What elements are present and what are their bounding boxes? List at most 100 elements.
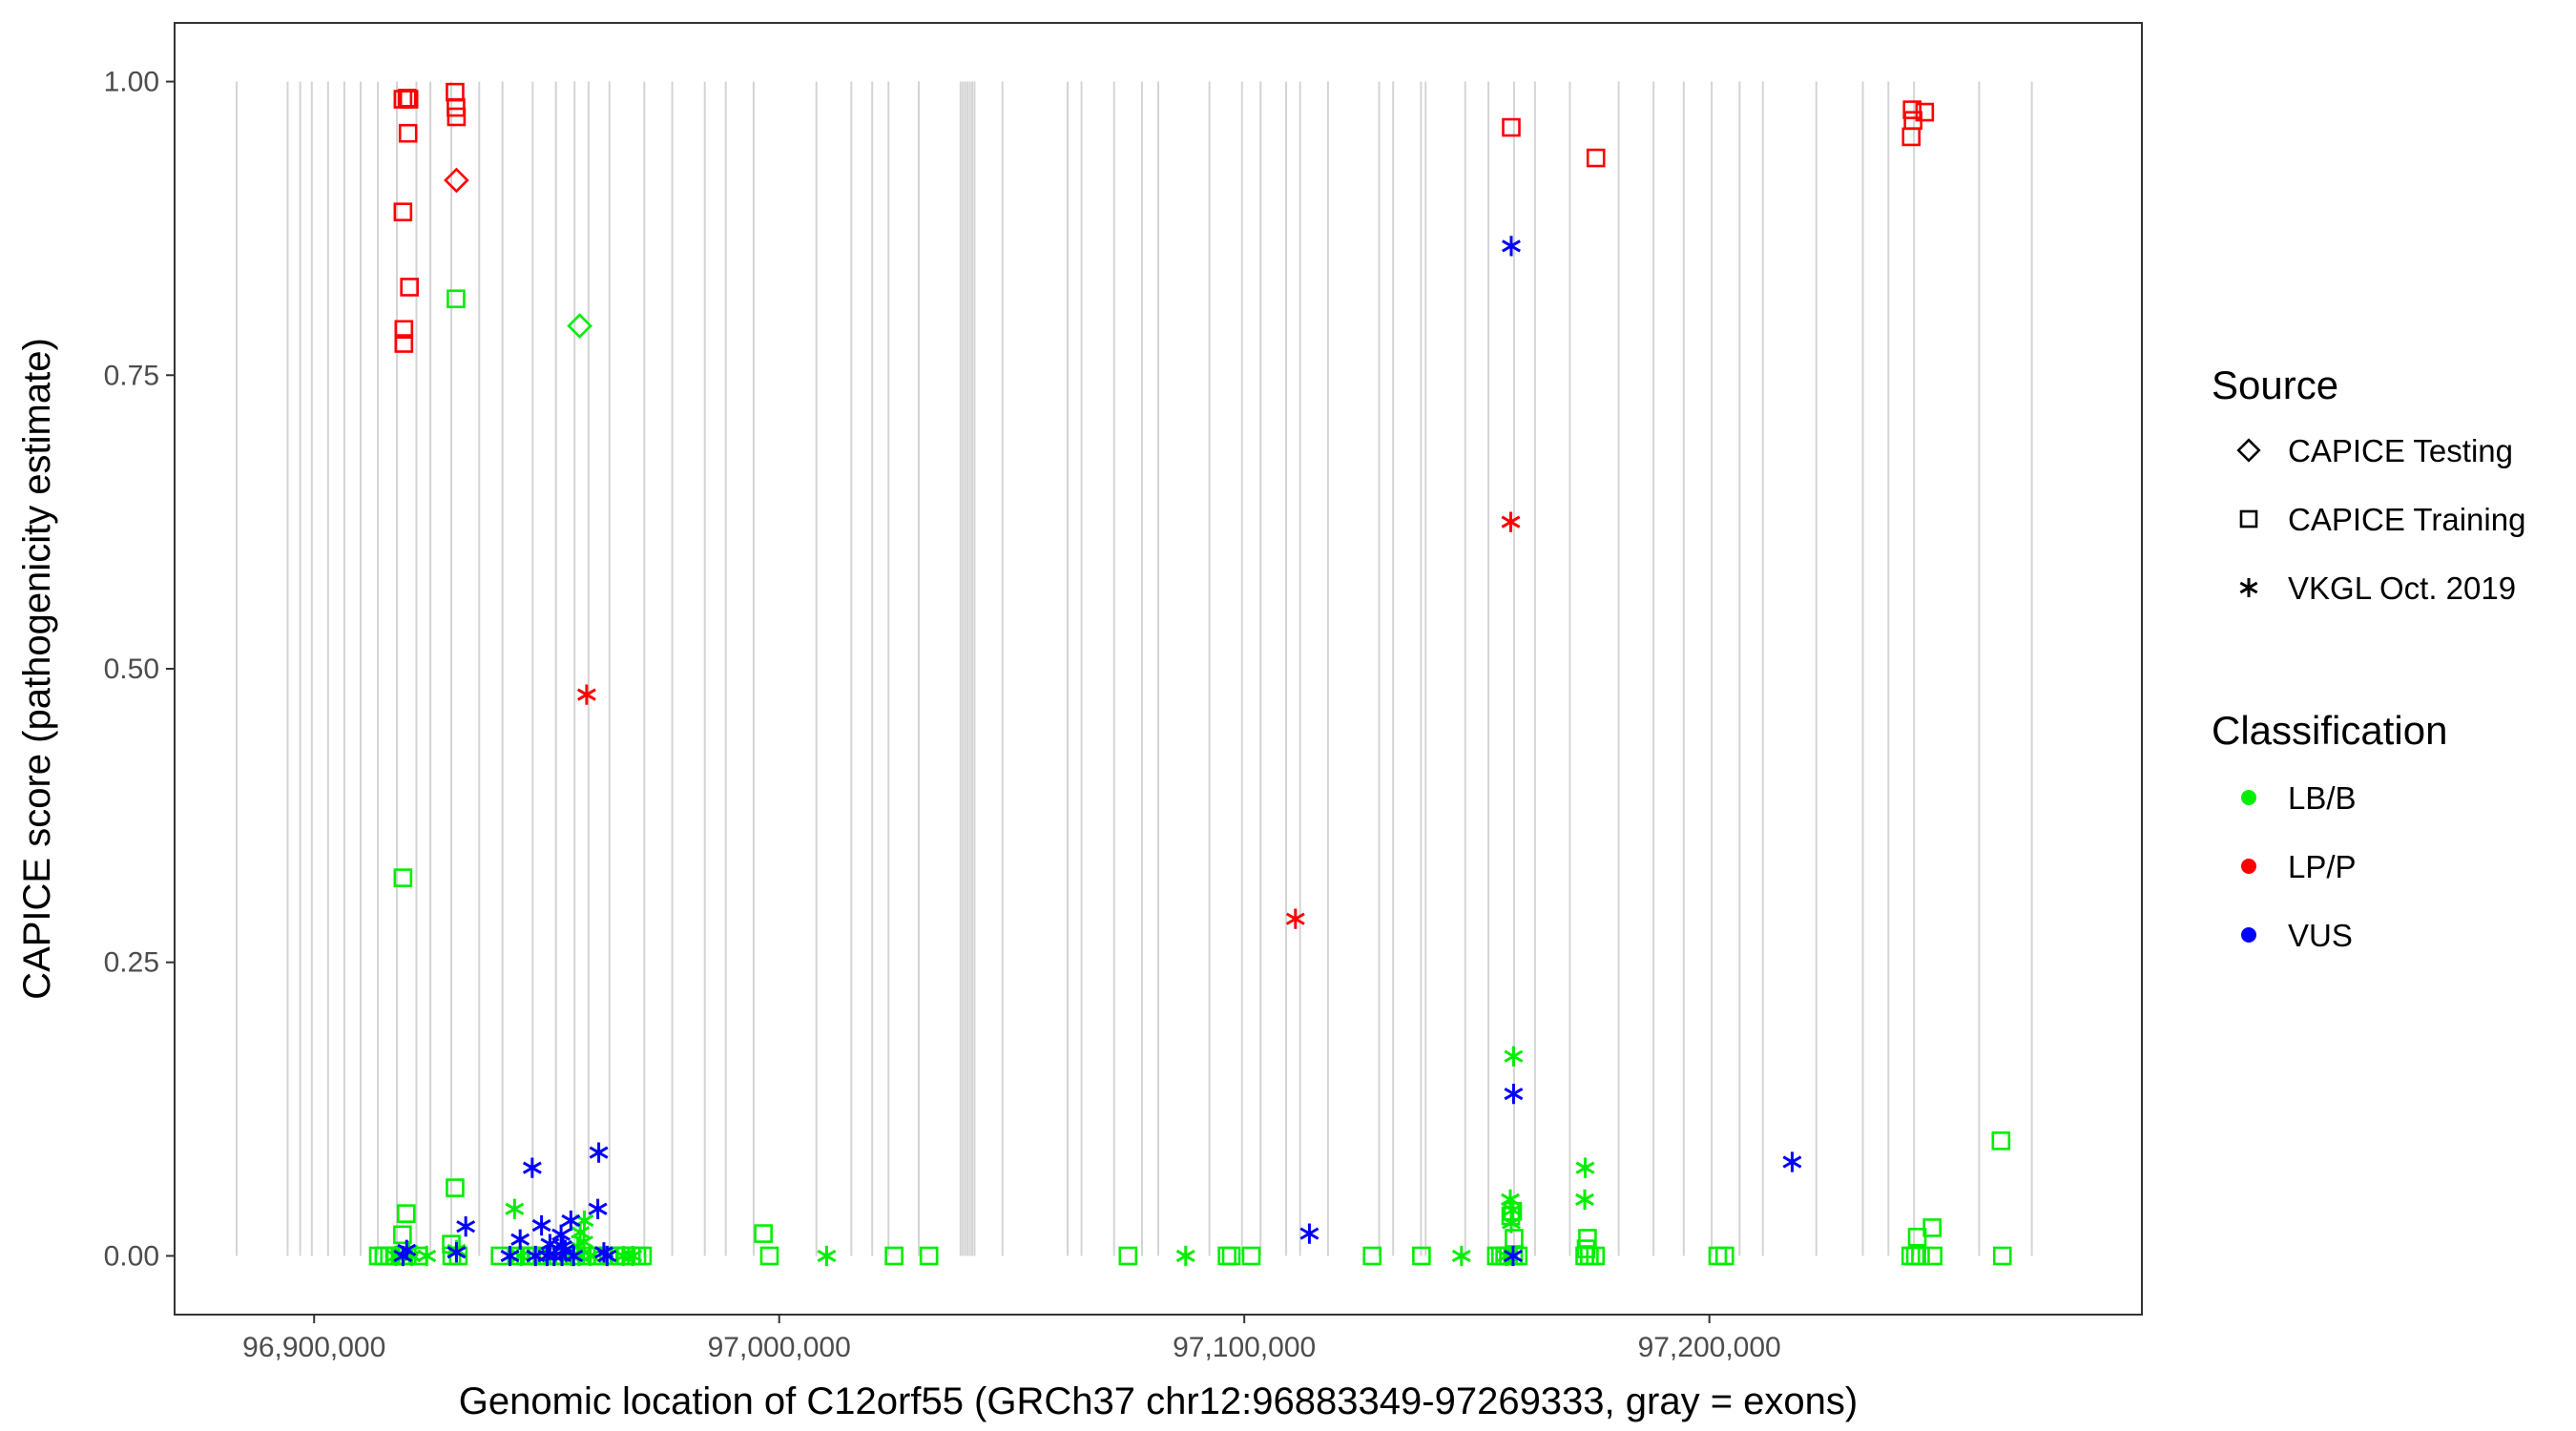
data-point <box>522 1157 542 1178</box>
data-point <box>1508 1246 1528 1266</box>
legend-classification-label: LB/B <box>2288 780 2357 816</box>
data-point <box>561 1210 581 1232</box>
data-point <box>754 1224 773 1243</box>
data-point <box>456 1216 476 1237</box>
x-axis: 96,900,000 97,000,000 97,100,000 97,200,000 <box>242 1315 1781 1363</box>
data-point <box>884 1246 904 1266</box>
data-point <box>1502 236 1521 257</box>
y-axis-title: CAPICE score (pathogenicity estimate) <box>16 338 58 1000</box>
data-point <box>1299 1223 1319 1244</box>
data-point <box>447 1242 467 1263</box>
data-point <box>1502 1213 1521 1234</box>
data-point <box>1241 1246 1261 1266</box>
legend-source-label: CAPICE Training <box>2288 502 2525 537</box>
data-point <box>394 334 414 353</box>
legend-source-label: VKGL Oct. 2019 <box>2288 570 2516 606</box>
data-point <box>588 1198 608 1219</box>
data-point <box>447 97 466 117</box>
legend-key-square <box>2239 509 2258 529</box>
data-points <box>368 82 2012 1267</box>
data-point <box>531 1214 551 1236</box>
data-point <box>564 1245 584 1267</box>
data-point <box>1501 1189 1520 1210</box>
legend-classification-items: LB/B LP/P VUS <box>2241 780 2357 953</box>
data-point <box>580 1245 600 1267</box>
data-point <box>1901 127 1922 147</box>
data-point <box>1412 1246 1431 1266</box>
data-point <box>394 320 414 340</box>
data-point <box>1285 908 1305 929</box>
data-point <box>505 1198 525 1219</box>
legend-key-dot <box>2241 790 2256 805</box>
data-point <box>1907 1227 1927 1247</box>
y-tick-label: 1.00 <box>104 67 159 98</box>
y-tick-label: 0.75 <box>104 360 159 391</box>
data-point <box>393 868 413 887</box>
data-point <box>500 1245 520 1267</box>
data-point <box>444 167 469 194</box>
data-point <box>759 1246 779 1266</box>
x-tick-label: 97,200,000 <box>1638 1332 1781 1363</box>
data-point <box>1504 1083 1524 1105</box>
data-point <box>393 1245 413 1267</box>
legend-source-label: CAPICE Testing <box>2288 433 2513 468</box>
data-point <box>510 1229 530 1250</box>
legend-key-dot <box>2241 927 2256 943</box>
data-point <box>1922 1218 1942 1237</box>
data-point <box>1575 1157 1595 1178</box>
data-point <box>1362 1246 1382 1266</box>
data-point <box>399 90 419 109</box>
data-point <box>447 107 467 127</box>
data-point <box>551 1224 571 1245</box>
data-point <box>398 123 418 143</box>
data-point <box>544 1245 564 1267</box>
x-axis-title: Genomic location of C12orf55 (GRCh37 chr… <box>459 1380 1858 1422</box>
data-point <box>1586 1246 1606 1266</box>
data-point <box>1923 1246 1942 1266</box>
legend-classification-title: Classification <box>2212 708 2447 753</box>
data-point <box>817 1245 837 1267</box>
legend-classification-label: LP/P <box>2288 849 2357 884</box>
legend-key-dot <box>2241 859 2256 874</box>
x-tick-label: 97,000,000 <box>708 1332 851 1363</box>
data-point <box>396 1204 416 1223</box>
data-point <box>1992 1246 2012 1266</box>
x-tick-label: 96,900,000 <box>242 1332 385 1363</box>
data-point <box>417 1245 437 1267</box>
y-tick-label: 0.25 <box>104 947 159 979</box>
x-tick-label: 97,100,000 <box>1173 1332 1316 1363</box>
data-point <box>446 1178 465 1197</box>
data-point <box>1911 1246 1930 1266</box>
data-point <box>1586 148 1606 168</box>
data-point <box>1575 1189 1594 1210</box>
data-point <box>1502 117 1521 137</box>
legend-key-asterisk <box>2239 578 2258 597</box>
data-point <box>1221 1246 1241 1266</box>
data-point <box>1118 1246 1138 1266</box>
data-point <box>1714 1246 1735 1266</box>
data-point <box>447 289 466 309</box>
data-point <box>1578 1229 1597 1248</box>
y-axis: 0.00 0.25 0.50 0.75 1.00 <box>104 67 175 1272</box>
legend: Source CAPICE Testing CAPICE Training VKGL… <box>2212 363 2525 953</box>
data-point <box>1902 100 1922 119</box>
data-point <box>597 1245 617 1267</box>
data-point <box>393 202 413 221</box>
y-tick-label: 0.00 <box>104 1240 159 1272</box>
data-point <box>1782 1151 1802 1172</box>
data-point <box>919 1246 939 1266</box>
data-point <box>1175 1245 1195 1267</box>
data-point <box>576 684 596 705</box>
data-point <box>393 1225 412 1245</box>
data-point <box>1504 1046 1524 1067</box>
data-point <box>400 278 419 297</box>
data-point <box>1991 1131 2011 1151</box>
data-point <box>589 1142 609 1163</box>
data-point <box>567 313 592 339</box>
legend-key-diamond <box>2236 438 2261 463</box>
legend-source-title: Source <box>2212 363 2338 407</box>
data-point <box>1451 1245 1471 1267</box>
data-point <box>1503 1245 1523 1267</box>
